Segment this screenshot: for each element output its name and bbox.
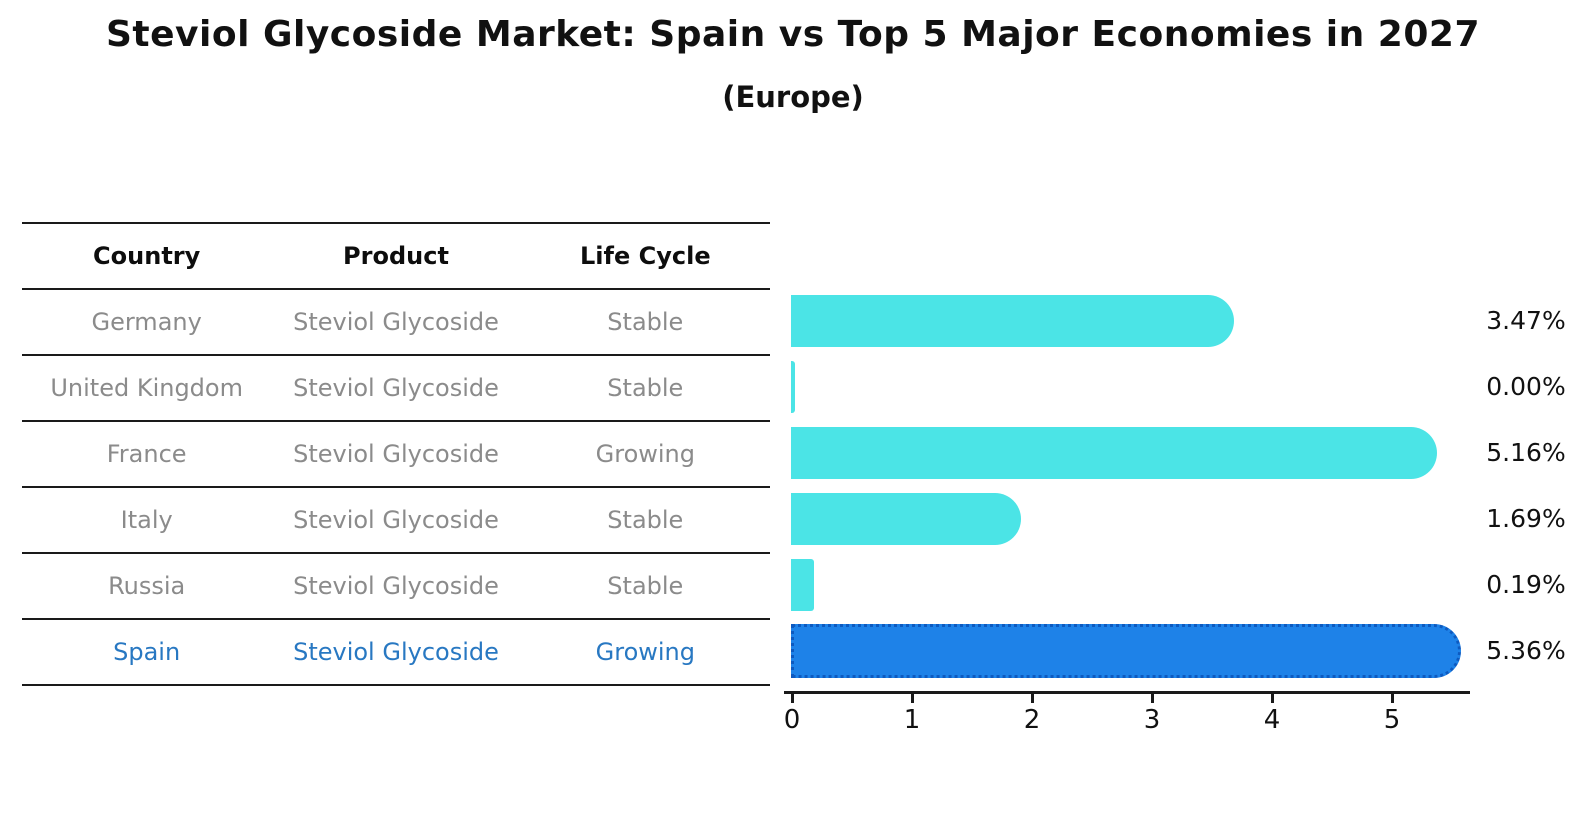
country-cell: Germany	[91, 308, 202, 336]
product-cell: Steviol Glycoside	[293, 572, 499, 600]
bar-row	[791, 618, 1491, 684]
bar-value-label: 1.69%	[1486, 504, 1566, 533]
x-tick-label: 3	[1143, 705, 1161, 735]
x-axis-line	[784, 691, 1470, 694]
x-tick-label: 4	[1263, 705, 1281, 735]
bar-russia	[791, 559, 814, 611]
bar-value-label: 3.47%	[1486, 306, 1566, 335]
bar-italy	[791, 493, 1021, 545]
product-cell: Steviol Glycoside	[293, 506, 499, 534]
bar-value-label: 5.36%	[1486, 636, 1566, 665]
lifecycle-cell: Stable	[607, 506, 684, 534]
bar-row	[791, 552, 1491, 618]
x-tick	[1391, 694, 1394, 703]
x-tick	[1271, 694, 1274, 703]
column-header-product: Product	[343, 242, 449, 270]
country-table: Country Product Life Cycle Germany Stevio…	[22, 222, 770, 686]
bar-germany	[791, 295, 1234, 347]
lifecycle-cell: Stable	[607, 572, 684, 600]
table-row-united-kingdom: United Kingdom Steviol Glycoside Stable	[22, 356, 770, 422]
table-row-spain: Spain Steviol Glycoside Growing	[22, 620, 770, 686]
country-cell: Russia	[108, 572, 186, 600]
table-row-germany: Germany Steviol Glycoside Stable	[22, 290, 770, 356]
product-cell: Steviol Glycoside	[293, 440, 499, 468]
bar-plot-area	[791, 288, 1491, 684]
table-header-row: Country Product Life Cycle	[22, 224, 770, 290]
bar-france	[791, 427, 1437, 479]
bar-value-label: 0.00%	[1486, 372, 1566, 401]
chart-subtitle: (Europe)	[722, 80, 864, 114]
product-cell: Steviol Glycoside	[293, 374, 499, 402]
bar-value-label: 0.19%	[1486, 570, 1566, 599]
table-row-france: France Steviol Glycoside Growing	[22, 422, 770, 488]
lifecycle-cell: Growing	[595, 440, 695, 468]
bar-value-label: 5.16%	[1486, 438, 1566, 467]
bar-value-labels: 3.47% 0.00% 5.16% 1.69% 0.19% 5.36%	[1472, 288, 1580, 684]
x-tick	[1031, 694, 1034, 703]
bar-row	[791, 288, 1491, 354]
bar-row	[791, 354, 1491, 420]
x-tick	[1151, 694, 1154, 703]
x-tick	[911, 694, 914, 703]
x-tick-label: 0	[783, 705, 801, 735]
table-row-russia: Russia Steviol Glycoside Stable	[22, 554, 770, 620]
country-cell: Italy	[120, 506, 173, 534]
country-cell: United Kingdom	[50, 374, 243, 402]
chart-title: Steviol Glycoside Market: Spain vs Top 5…	[105, 14, 1481, 55]
country-cell: France	[106, 440, 187, 468]
bar-row	[791, 486, 1491, 552]
bar-spain	[791, 624, 1461, 678]
x-tick-label: 2	[1023, 705, 1041, 735]
product-cell: Steviol Glycoside	[293, 308, 499, 336]
lifecycle-cell: Growing	[595, 638, 695, 666]
column-header-country: Country	[93, 242, 201, 270]
product-cell: Steviol Glycoside	[293, 638, 499, 666]
table-row-italy: Italy Steviol Glycoside Stable	[22, 488, 770, 554]
bar-united-kingdom	[791, 361, 795, 413]
column-header-lifecycle: Life Cycle	[580, 242, 711, 270]
table-body: Germany Steviol Glycoside Stable United Kin…	[22, 290, 770, 686]
bar-row	[791, 420, 1491, 486]
lifecycle-cell: Stable	[607, 374, 684, 402]
x-tick-label: 1	[903, 705, 921, 735]
country-cell: Spain	[113, 638, 181, 666]
x-tick-label: 5	[1383, 705, 1401, 735]
x-tick	[791, 694, 794, 703]
lifecycle-cell: Stable	[607, 308, 684, 336]
